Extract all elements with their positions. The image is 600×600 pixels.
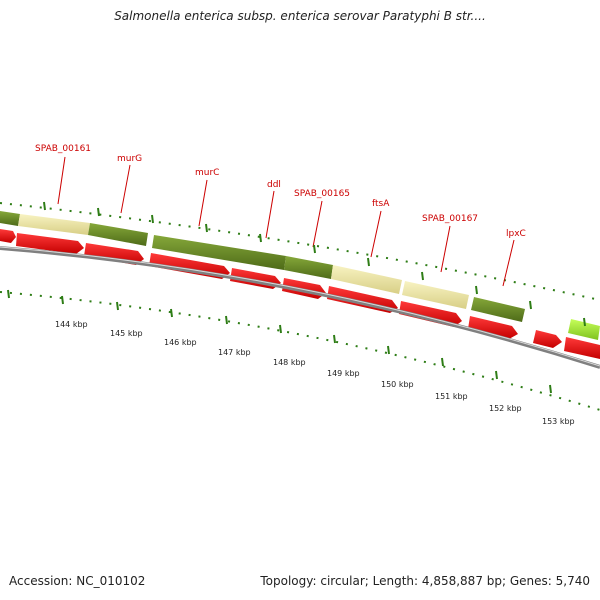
- gene-label: murC: [195, 168, 219, 178]
- gene-labels: SPAB_00161 murG murC ddl SPAB_00165 ftsA…: [35, 144, 526, 239]
- map-title: Salmonella enterica subsp. enterica sero…: [114, 9, 486, 23]
- outer-major-tick: [313, 244, 316, 254]
- gene-label: SPAB_00161: [35, 144, 91, 154]
- kbp-label: 145 kbp: [110, 329, 143, 338]
- kbp-label: 149 kbp: [327, 369, 360, 378]
- scale-major-tick: [387, 345, 390, 355]
- scale-major-tick: [549, 384, 552, 394]
- backbone-ring: [0, 246, 600, 369]
- outer-major-tick: [583, 317, 586, 327]
- feature-lpxc: [471, 297, 525, 322]
- kbp-label: 144 kbp: [55, 320, 88, 329]
- outer-major-tick: [151, 214, 154, 224]
- scale-major-ticks: [7, 289, 552, 394]
- scale-major-tick: [279, 324, 282, 334]
- feature-spab-00165: [331, 265, 402, 294]
- gene-label: murG: [117, 154, 142, 164]
- scale-major-tick: [170, 308, 173, 318]
- scale-major-tick: [61, 295, 64, 305]
- gene-label: SPAB_00167: [422, 214, 478, 224]
- outer-major-tick: [205, 223, 208, 233]
- feature-spab-00161-segment: [0, 211, 20, 226]
- accession-text: Accession: NC_010102: [9, 574, 146, 588]
- cds-arrow: [399, 301, 462, 327]
- kbp-label: 151 kbp: [435, 392, 468, 401]
- outer-major-ticks: [43, 201, 586, 327]
- outer-major-tick: [367, 257, 370, 267]
- scale-major-tick: [116, 301, 119, 311]
- kbp-label: 152 kbp: [489, 404, 522, 413]
- outer-major-tick: [43, 201, 46, 211]
- feature-ddl: [284, 256, 333, 279]
- gene-feature-ring: [0, 211, 600, 340]
- scale-major-tick: [225, 315, 228, 325]
- gene-label: ddl: [267, 180, 281, 190]
- gene-label: lpxC: [506, 229, 526, 239]
- feature-khaki-1: [18, 214, 90, 235]
- feature-murg: [88, 223, 148, 246]
- outer-major-tick: [421, 271, 424, 281]
- kbp-label: 148 kbp: [273, 358, 306, 367]
- kbp-label: 153 kbp: [542, 417, 575, 426]
- scale-labels: 144 kbp 145 kbp 146 kbp 147 kbp 148 kbp …: [55, 320, 575, 426]
- kbp-label: 147 kbp: [218, 348, 251, 357]
- feature-ftsa: [402, 281, 469, 309]
- outer-major-tick: [475, 285, 478, 295]
- scale-major-tick: [495, 370, 498, 380]
- scale-major-tick: [441, 357, 444, 367]
- genome-summary: Topology: circular; Length: 4,858,887 bp…: [260, 574, 590, 588]
- gene-label-leaders: [57, 156, 515, 287]
- kbp-label: 150 kbp: [381, 380, 414, 389]
- feature-murc: [152, 235, 286, 270]
- cds-arrow: [533, 330, 562, 348]
- cds-arrow: [468, 316, 518, 339]
- cds-arrow: [0, 229, 16, 243]
- scale-major-tick: [333, 334, 336, 344]
- outer-major-tick: [529, 300, 532, 310]
- kbp-label: 146 kbp: [164, 338, 197, 347]
- scale-major-tick: [7, 289, 10, 299]
- cds-arrow: [564, 337, 600, 359]
- outer-major-tick: [97, 207, 100, 217]
- outer-major-tick: [259, 233, 262, 243]
- feature-lime: [568, 319, 600, 340]
- gene-label: SPAB_00165: [294, 189, 350, 199]
- cds-arrow: [16, 233, 84, 254]
- gene-label: ftsA: [372, 199, 390, 209]
- cds-arrow: [84, 243, 144, 265]
